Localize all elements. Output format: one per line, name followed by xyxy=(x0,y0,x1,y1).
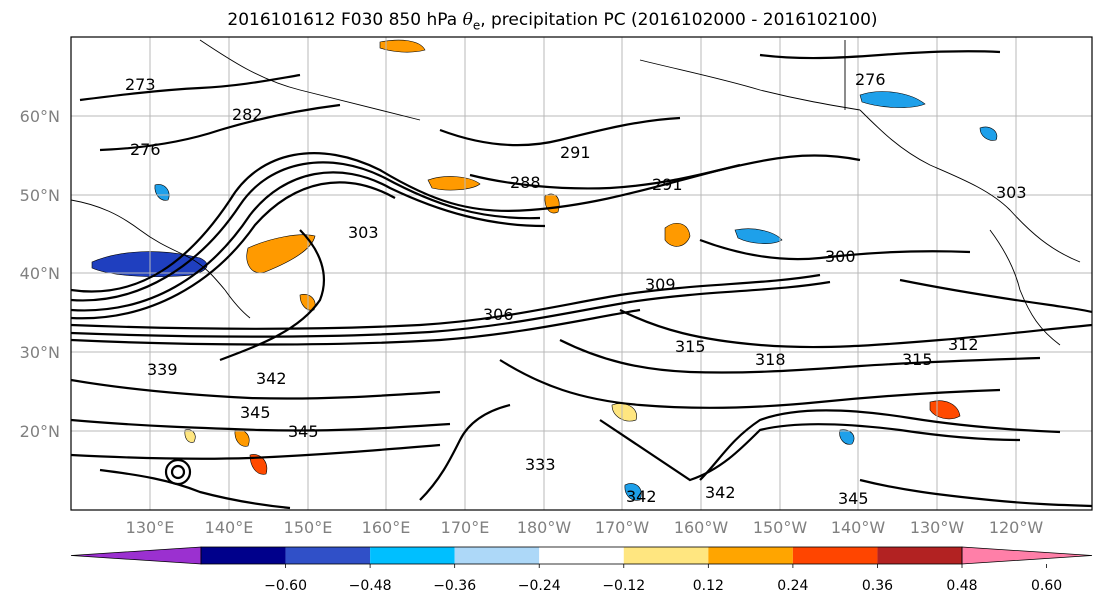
longitude-label: 160°W xyxy=(674,518,729,537)
contour-label: 276 xyxy=(855,70,886,89)
latitude-label: 50°N xyxy=(20,186,60,205)
colorbar-segment xyxy=(285,547,371,564)
precipitation-area xyxy=(979,126,998,141)
precipitation-area xyxy=(154,184,170,201)
contour-label: 282 xyxy=(232,105,263,124)
contour-label: 345 xyxy=(240,403,271,422)
colorbar-labels: −0.60 −0.48 −0.36 −0.24 −0.12 0.12 0.24 0.36 0.4… xyxy=(264,564,1062,594)
colorbar-segment xyxy=(877,547,962,564)
colorbar-tick-label: −0.36 xyxy=(433,578,476,594)
colorbar-tick-label: 0.60 xyxy=(1031,578,1062,594)
contour-label: 333 xyxy=(525,455,556,474)
contour-label: 288 xyxy=(510,173,541,192)
colorbar-tick-label: −0.24 xyxy=(518,578,561,594)
colorbar-segment xyxy=(454,547,540,564)
contour-label: 291 xyxy=(560,143,591,162)
latitude-label: 20°N xyxy=(20,422,60,441)
latitude-label: 30°N xyxy=(20,343,60,362)
precipitation-area xyxy=(379,39,426,53)
map-plot-area: 273 282 276 288 291 291 300 303 306 309 … xyxy=(71,37,1092,510)
colorbar-segment xyxy=(539,547,624,564)
map-frame xyxy=(70,36,1093,511)
precipitation-area xyxy=(734,228,783,244)
longitude-label: 140°W xyxy=(831,518,886,537)
colorbar-tick-label: −0.48 xyxy=(349,578,392,594)
colorbar-min-extension xyxy=(70,546,202,565)
map-title: 2016101612 F030 850 hPa θe, precipitatio… xyxy=(227,10,878,33)
latitude-label: 60°N xyxy=(20,107,60,126)
graticule-lines xyxy=(71,37,1092,510)
latitude-labels: 60°N 50°N 40°N 30°N 20°N xyxy=(20,107,60,441)
longitude-label: 130°W xyxy=(910,518,965,537)
longitude-label: 130°E xyxy=(126,518,175,537)
longitude-label: 150°E xyxy=(284,518,333,537)
contour-label: 315 xyxy=(675,337,706,356)
contour-label: 345 xyxy=(838,489,869,508)
theta-e-contours xyxy=(71,50,1092,510)
contour-label: 312 xyxy=(948,335,979,354)
contour-label: 291 xyxy=(652,175,683,194)
coastlines xyxy=(71,39,1081,346)
colorbar-segment xyxy=(623,547,709,564)
precipitation-area xyxy=(624,483,642,501)
contour-label: 342 xyxy=(256,369,287,388)
colorbar-segment xyxy=(370,547,455,564)
colorbar-tick-label: 0.36 xyxy=(862,578,893,594)
colorbar-tick-label: −0.60 xyxy=(264,578,307,594)
precipitation-area xyxy=(249,454,268,475)
precipitation-area xyxy=(246,234,316,273)
colorbar-segment xyxy=(792,547,878,564)
contour-labels: 273 282 276 288 291 291 300 303 306 309 … xyxy=(125,70,1027,508)
longitude-label: 120°W xyxy=(989,518,1044,537)
contour-label: 342 xyxy=(705,483,736,502)
contour-label: 303 xyxy=(348,223,379,242)
longitude-label: 180°W xyxy=(517,518,572,537)
contour-label: 273 xyxy=(125,75,156,94)
contour-label: 318 xyxy=(755,350,786,369)
latitude-label: 40°N xyxy=(20,264,60,283)
colorbar-tick-label: 0.12 xyxy=(693,578,724,594)
longitude-label: 160°E xyxy=(362,518,411,537)
contour-label: 276 xyxy=(130,140,161,159)
longitude-labels: 130°E 140°E 150°E 160°E 170°E 180°W 170°W 160°W… xyxy=(126,518,1044,537)
longitude-label: 170°E xyxy=(441,518,490,537)
contour-label: 306 xyxy=(483,305,514,324)
longitude-label: 150°W xyxy=(753,518,808,537)
colorbar-segment xyxy=(708,547,793,564)
contour-label: 342 xyxy=(626,487,657,506)
colorbar xyxy=(70,546,1093,565)
contour-label: 315 xyxy=(902,350,933,369)
precipitation-area xyxy=(859,91,926,108)
colorbar-max-extension xyxy=(961,546,1093,565)
contour-label: 339 xyxy=(147,360,178,379)
contour-label: 309 xyxy=(645,275,676,294)
longitude-label: 140°E xyxy=(205,518,254,537)
contour-label: 345 xyxy=(288,422,319,441)
precipitation-area xyxy=(184,429,196,443)
colorbar-tick-label: 0.24 xyxy=(777,578,808,594)
precipitation-shading xyxy=(91,39,998,501)
contour-label: 303 xyxy=(996,183,1027,202)
colorbar-tick-label: 0.48 xyxy=(946,578,977,594)
colorbar-segment xyxy=(201,547,286,564)
longitude-label: 170°W xyxy=(595,518,650,537)
precipitation-area xyxy=(664,223,691,247)
colorbar-tick-label: −0.12 xyxy=(602,578,645,594)
colorbar-frame xyxy=(200,546,963,565)
precipitation-area xyxy=(427,176,481,191)
contour-label: 300 xyxy=(825,247,856,266)
